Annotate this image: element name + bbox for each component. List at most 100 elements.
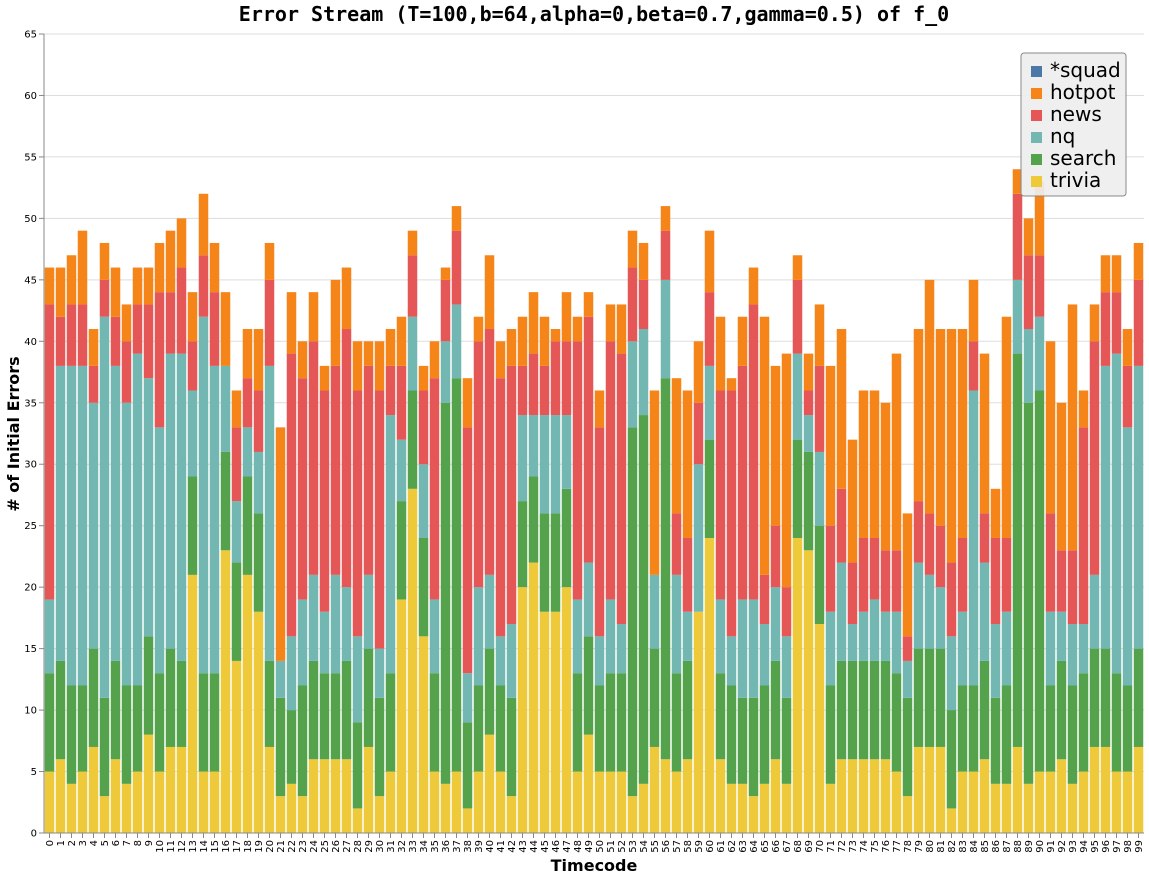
bar-segment-hotpot-95 (1089, 304, 1100, 342)
bar-segment-news-3 (77, 304, 88, 366)
bar-segment-search-62 (726, 685, 737, 784)
bar-segment-trivia-52 (616, 771, 627, 833)
bar-segment-trivia-92 (1056, 759, 1067, 833)
x-tick-label: 40 (485, 840, 496, 853)
x-tick-label: 59 (694, 840, 705, 853)
bar-segment-hotpot-68 (792, 255, 803, 280)
bar-segment-nq-90 (1034, 316, 1045, 391)
bar-segment-nq-38 (462, 673, 473, 723)
bar-segment-news-14 (198, 255, 209, 317)
bar-segment-nq-85 (979, 562, 990, 661)
bar-segment-trivia-23 (297, 796, 308, 833)
bar-segment-news-0 (44, 304, 55, 600)
bar-segment-hotpot-13 (187, 292, 198, 342)
bar-segment-nq-69 (803, 415, 814, 452)
bar-segment-trivia-30 (374, 796, 385, 833)
bar-segment-hotpot-25 (319, 365, 330, 391)
x-tick-label: 66 (771, 840, 782, 853)
bar-segment-trivia-15 (209, 771, 220, 833)
x-tick-label: 82 (947, 840, 958, 853)
bar-segment-trivia-27 (341, 759, 352, 833)
bar-segment-news-24 (308, 341, 319, 575)
x-tick-label: 23 (298, 840, 309, 853)
bar-segment-news-83 (957, 537, 968, 612)
bar-segment-trivia-72 (836, 759, 847, 833)
x-tick-label: 84 (969, 840, 980, 853)
bar-segment-news-77 (891, 550, 902, 612)
bar-segment-trivia-60 (704, 537, 715, 833)
bar-segment-hotpot-3 (77, 230, 88, 305)
bar-segment-search-34 (418, 537, 429, 637)
bar-segment-hotpot-61 (715, 316, 726, 391)
bar-segment-search-32 (396, 501, 407, 600)
bar-segment-news-23 (297, 378, 308, 600)
bar-segment-hotpot-53 (627, 230, 638, 268)
bar-segment-nq-13 (187, 390, 198, 477)
x-tick-label: 19 (254, 840, 265, 853)
x-tick-label: 32 (397, 840, 408, 853)
bar-segment-hotpot-89 (1023, 218, 1034, 256)
bar-segment-trivia-21 (275, 796, 286, 833)
bar-segment-nq-79 (913, 562, 924, 649)
bar-segment-trivia-86 (990, 783, 1001, 833)
bar-segment-search-52 (616, 673, 627, 772)
bar-segment-nq-91 (1045, 611, 1056, 686)
bar-segment-trivia-9 (143, 734, 154, 833)
x-tick-label: 16 (221, 840, 232, 853)
bar-segment-nq-53 (627, 341, 638, 428)
bar-segment-trivia-29 (363, 746, 374, 833)
bar-segment-nq-72 (836, 562, 847, 661)
bar-segment-hotpot-5 (99, 242, 110, 280)
bar-segment-nq-49 (583, 562, 594, 637)
x-tick-label: 95 (1090, 840, 1101, 853)
bar-segment-search-24 (308, 660, 319, 760)
bar-segment-nq-51 (605, 599, 616, 674)
bar-segment-nq-28 (352, 636, 363, 723)
bar-segment-search-69 (803, 451, 814, 551)
bar-segment-nq-93 (1067, 624, 1078, 686)
bar-segment-news-89 (1023, 255, 1034, 330)
bar-segment-search-27 (341, 660, 352, 760)
bar-segment-hotpot-50 (594, 390, 605, 428)
bar-segment-search-37 (451, 378, 462, 772)
x-tick-label: 61 (716, 840, 727, 853)
bar-segment-nq-9 (143, 378, 154, 637)
y-tick-label: 15 (24, 644, 37, 655)
bar-segment-trivia-0 (44, 771, 55, 833)
bar-segment-nq-40 (484, 574, 495, 649)
x-tick-label: 7 (122, 840, 133, 846)
bar-segment-hotpot-7 (121, 304, 132, 342)
bar-segment-hotpot-79 (913, 329, 924, 502)
bar-segment-nq-3 (77, 365, 88, 686)
bar-segment-nq-74 (858, 611, 869, 661)
bar-segment-nq-34 (418, 464, 429, 538)
bar-segment-trivia-78 (902, 796, 913, 833)
x-tick-label: 5 (100, 840, 111, 846)
x-tick-label: 26 (331, 840, 342, 853)
bar-segment-news-97 (1111, 292, 1122, 354)
bar-segment-trivia-62 (726, 783, 737, 833)
legend-swatch-trivia (1031, 176, 1042, 187)
bar-segment-news-38 (462, 427, 473, 674)
bar-segment-nq-26 (330, 574, 341, 674)
bar-segment-trivia-40 (484, 734, 495, 833)
bar-segment-nq-56 (660, 279, 671, 379)
bar-segment-hotpot-75 (869, 390, 880, 538)
bar-segment-search-74 (858, 660, 869, 760)
x-tick-label: 83 (958, 840, 969, 853)
bar-segment-search-96 (1100, 648, 1111, 747)
bar-segment-search-20 (264, 660, 275, 747)
bar-segment-nq-88 (1012, 279, 1023, 354)
x-tick-label: 3 (78, 840, 89, 846)
x-tick-label: 94 (1079, 840, 1090, 853)
bar-segment-search-61 (715, 673, 726, 760)
bar-segment-trivia-47 (561, 587, 572, 833)
bar-segment-hotpot-37 (451, 206, 462, 231)
bar-segment-search-57 (671, 673, 682, 772)
bar-segment-search-67 (781, 697, 792, 784)
x-tick-label: 31 (386, 840, 397, 853)
bar-segment-search-95 (1089, 648, 1100, 747)
bar-segment-hotpot-65 (759, 316, 770, 575)
bar-segment-nq-31 (385, 415, 396, 674)
